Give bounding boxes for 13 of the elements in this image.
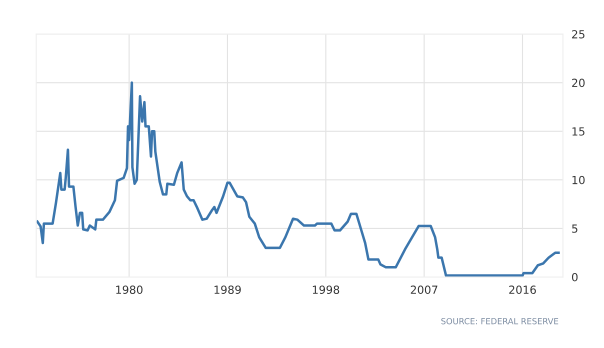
- x-tick-label: 1998: [312, 286, 340, 294]
- y-tick-label: 15: [572, 127, 584, 136]
- y-tick-label: 5: [572, 224, 578, 233]
- x-tick-label: 2016: [509, 286, 536, 294]
- y-tick-label: 0: [572, 272, 578, 282]
- line-series: [36, 81, 560, 277]
- x-tick-label: 1980: [116, 286, 143, 294]
- x-tick-label: 1989: [214, 286, 241, 294]
- x-tick-label: 2007: [410, 286, 438, 294]
- y-tick-label: 20: [572, 78, 585, 88]
- source-note: SOURCE: FEDERAL RESERVE: [441, 318, 558, 324]
- y-tick-label: 10: [572, 176, 585, 184]
- y-tick-label: 25: [572, 30, 584, 38]
